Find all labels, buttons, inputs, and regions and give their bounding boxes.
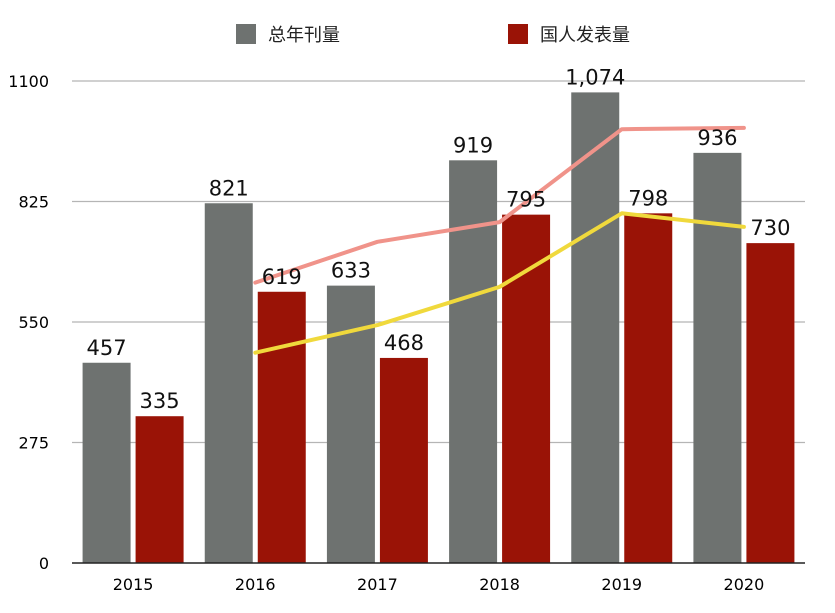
y-tick-label: 550 — [18, 313, 49, 332]
axis-layer: 0 275 550 825 1100 2015 2016 2017 2018 2019 2020 — [8, 72, 805, 594]
bar-domestic — [257, 291, 306, 563]
x-tick-label: 2018 — [479, 575, 520, 594]
legend-swatch — [508, 24, 528, 44]
bar-total — [449, 160, 498, 563]
data-label: 821 — [209, 176, 249, 200]
data-label: 795 — [506, 188, 546, 212]
legend: 总年刊量 国人发表量 — [236, 24, 630, 46]
y-tick-label: 275 — [18, 434, 49, 453]
y-tick-label: 825 — [18, 193, 49, 212]
x-tick-label: 2019 — [601, 575, 642, 594]
bar-domestic — [502, 214, 551, 564]
data-label: 798 — [628, 186, 668, 210]
data-label-layer: 457 335 821 619 633 468 919 795 1,074 798 936 730 — [87, 65, 791, 413]
bar-total — [82, 362, 131, 563]
data-label: 1,074 — [565, 65, 625, 89]
data-label: 919 — [453, 133, 493, 157]
bar-domestic — [746, 243, 795, 564]
data-label: 468 — [384, 331, 424, 355]
bar-domestic — [624, 213, 673, 563]
trendline-layer — [253, 125, 746, 355]
data-label: 619 — [262, 265, 302, 289]
data-label: 457 — [87, 336, 127, 360]
bar-total — [693, 152, 742, 563]
bar-layer — [82, 92, 795, 564]
x-tick-label: 2017 — [357, 575, 398, 594]
bar-total — [204, 203, 253, 563]
trendline — [253, 125, 746, 285]
y-tick-label: 1100 — [8, 72, 49, 91]
bar-domestic — [135, 416, 184, 563]
bar-total — [571, 92, 620, 563]
data-label: 730 — [750, 216, 790, 240]
legend-label: 总年刊量 — [268, 25, 340, 46]
legend-label: 国人发表量 — [540, 25, 630, 46]
legend-swatch — [236, 24, 256, 44]
x-tick-label: 2015 — [113, 575, 154, 594]
bar-domestic — [379, 357, 428, 563]
data-label: 936 — [697, 126, 737, 150]
data-label: 335 — [140, 389, 180, 413]
x-tick-label: 2020 — [724, 575, 765, 594]
data-label: 633 — [331, 259, 371, 283]
y-tick-label: 0 — [39, 554, 49, 573]
trendline — [253, 211, 746, 355]
grid-layer — [72, 80, 805, 444]
x-tick-label: 2016 — [235, 575, 276, 594]
